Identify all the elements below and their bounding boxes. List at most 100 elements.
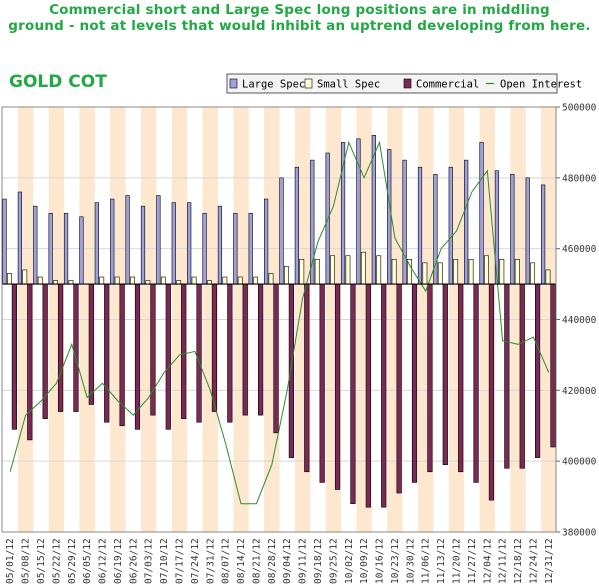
commercial-bar <box>350 283 356 504</box>
commercial-bar <box>319 283 325 483</box>
small-spec-bar <box>391 258 397 285</box>
small-spec-bar <box>330 255 335 285</box>
large-spec-bar <box>248 212 253 285</box>
large-spec-bar <box>79 216 84 285</box>
x-tick-label: 12/31/12 <box>544 538 555 584</box>
small-spec-bar <box>22 269 28 285</box>
small-spec-bar <box>268 273 274 285</box>
x-tick-label: 12/18/12 <box>513 538 524 584</box>
headline-line-2: ground - not at levels that would inhibi… <box>8 18 591 34</box>
x-tick-label: 06/26/12 <box>128 538 139 584</box>
commercial-bar <box>365 283 371 508</box>
commercial-bar <box>411 283 418 483</box>
legend-commercial-swatch <box>403 78 412 89</box>
commercial-bar <box>211 283 218 412</box>
x-tick-label: 05/01/12 <box>5 538 16 584</box>
commercial-bar <box>334 283 341 490</box>
commercial-bar <box>273 283 279 434</box>
commercial-bar <box>427 283 433 473</box>
large-spec-bar <box>171 202 176 285</box>
x-tick-label: 10/30/12 <box>405 538 416 584</box>
small-spec-bar <box>499 258 505 285</box>
small-spec-bar <box>345 255 351 285</box>
large-spec-bar <box>464 159 469 285</box>
large-spec-bar <box>525 177 530 285</box>
commercial-bar <box>196 283 202 423</box>
small-spec-bar <box>160 276 166 285</box>
commercial-bar <box>227 283 233 423</box>
commercial-bar <box>304 283 310 473</box>
large-spec-bar <box>541 184 546 285</box>
large-spec-bar <box>202 212 207 285</box>
large-spec-bar <box>417 166 423 285</box>
commercial-bar <box>458 283 464 473</box>
chart-title: GOLD COT <box>9 72 107 92</box>
small-spec-bar <box>484 255 489 285</box>
x-tick-label: 11/13/12 <box>436 538 447 584</box>
y-tick-label: 460000 <box>562 244 597 255</box>
x-tick-label: 10/09/12 <box>359 538 370 584</box>
legend-commercial-label: Commercial <box>416 79 479 91</box>
small-spec-bar <box>453 258 459 285</box>
x-tick-label: 12/24/12 <box>528 538 539 584</box>
x-tick-label: 08/21/12 <box>251 538 262 584</box>
large-spec-bar <box>125 195 130 285</box>
small-spec-bar <box>237 276 243 285</box>
small-spec-bar <box>468 258 474 285</box>
large-spec-bar <box>110 198 115 285</box>
large-spec-bar <box>17 191 22 285</box>
large-spec-bar <box>156 195 161 285</box>
large-spec-bar <box>279 177 284 285</box>
x-tick-label: 11/06/12 <box>421 538 432 584</box>
x-tick-label: 09/18/12 <box>313 538 324 584</box>
x-tick-label: 09/04/12 <box>282 538 293 584</box>
commercial-bar <box>258 283 264 416</box>
x-tick-label: 07/24/12 <box>190 538 201 584</box>
small-spec-bar <box>514 258 520 285</box>
commercial-bar <box>104 283 110 423</box>
commercial-bar <box>57 283 64 412</box>
commercial-bar <box>165 283 171 430</box>
x-tick-label: 05/15/12 <box>36 538 47 584</box>
commercial-bar <box>488 283 495 501</box>
x-tick-label: 07/31/12 <box>205 538 216 584</box>
x-tick-label: 08/07/12 <box>221 538 232 584</box>
small-spec-bar <box>283 266 289 285</box>
x-tick-label: 11/20/12 <box>451 538 462 584</box>
x-tick-label: 07/10/12 <box>159 538 170 584</box>
x-tick-label: 12/04/12 <box>482 538 493 584</box>
y-tick-label: 380000 <box>562 528 597 539</box>
commercial-bar <box>73 283 79 412</box>
commercial-bar <box>88 283 94 405</box>
small-spec-bar <box>7 273 12 285</box>
y-tick-label: 440000 <box>562 315 597 326</box>
commercial-bar <box>519 283 525 469</box>
large-spec-bar <box>48 212 53 285</box>
x-tick-label: 10/23/12 <box>390 538 401 584</box>
commercial-bar <box>442 283 448 466</box>
x-tick-label: 07/03/12 <box>144 538 155 584</box>
commercial-bar <box>381 283 387 508</box>
large-spec-bar <box>187 202 192 285</box>
x-tick-label: 05/08/12 <box>21 538 32 584</box>
small-spec-bar <box>37 276 43 285</box>
small-spec-bar <box>299 258 305 285</box>
small-spec-bar <box>545 269 551 285</box>
large-spec-bar <box>294 166 299 285</box>
large-spec-bar <box>94 202 99 285</box>
x-tick-label: 07/17/12 <box>174 538 185 584</box>
large-spec-bar <box>510 173 515 285</box>
legend-large-spec-swatch <box>229 78 238 89</box>
large-spec-bar <box>402 159 407 285</box>
headline: Commercial short and Large Spec long pos… <box>0 2 599 34</box>
commercial-bar <box>396 283 402 494</box>
commercial-bar <box>473 283 479 483</box>
large-spec-bar <box>140 205 146 285</box>
y-tick-label: 400000 <box>562 457 597 468</box>
commercial-bar <box>504 283 510 469</box>
y-tick-label: 420000 <box>562 386 597 397</box>
commercial-bar <box>27 283 33 441</box>
small-spec-bar <box>360 251 366 285</box>
x-tick-label: 11/27/12 <box>467 538 478 584</box>
